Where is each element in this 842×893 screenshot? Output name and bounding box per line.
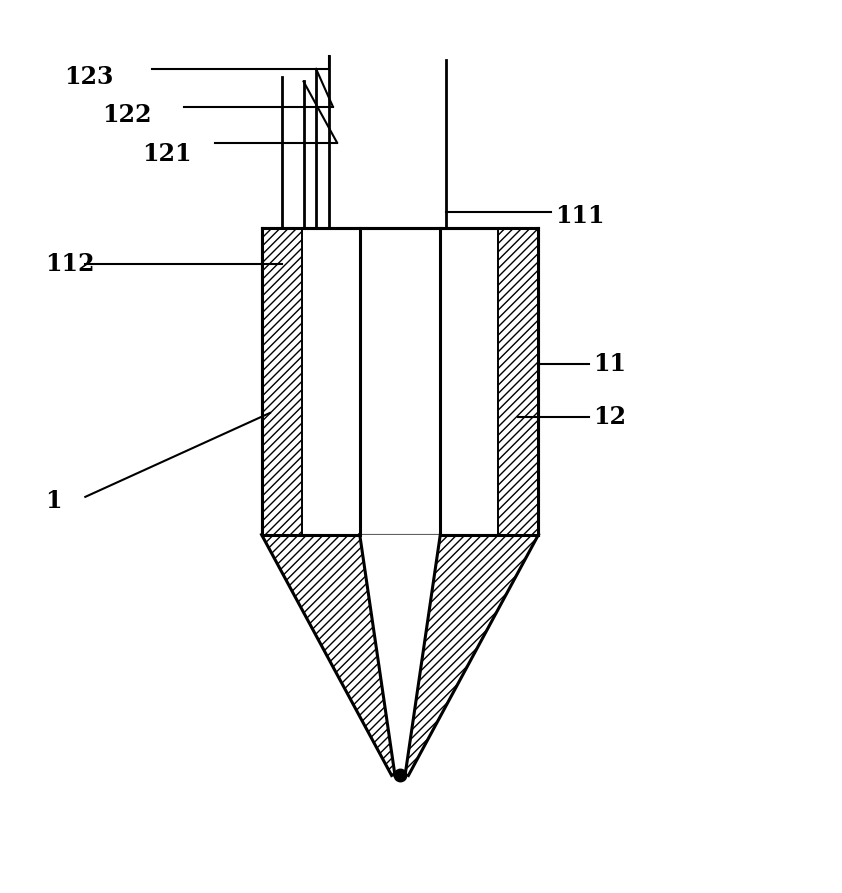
Text: 112: 112 bbox=[45, 252, 94, 276]
Bar bbox=[498, 229, 539, 535]
Text: 123: 123 bbox=[64, 65, 114, 89]
Text: 111: 111 bbox=[555, 204, 605, 228]
Text: 122: 122 bbox=[102, 103, 152, 127]
Text: 121: 121 bbox=[142, 143, 192, 166]
Text: 11: 11 bbox=[593, 352, 626, 376]
Bar bbox=[262, 229, 539, 535]
Polygon shape bbox=[262, 535, 539, 775]
Polygon shape bbox=[360, 535, 440, 775]
Text: 12: 12 bbox=[593, 405, 626, 430]
Bar bbox=[262, 229, 301, 535]
Text: 1: 1 bbox=[45, 489, 61, 513]
